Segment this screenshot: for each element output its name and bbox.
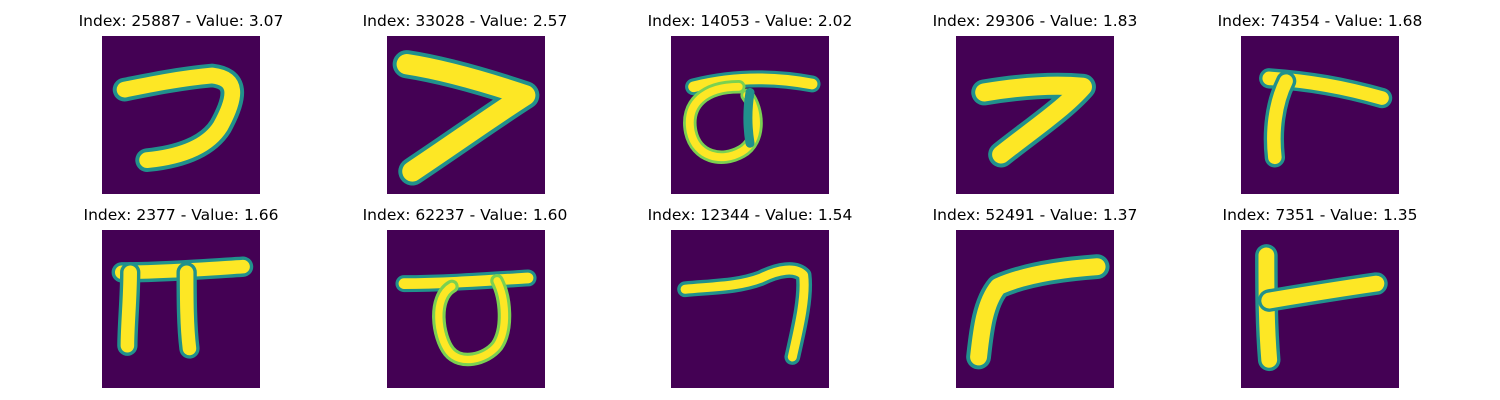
digit-image-seven-hook (102, 36, 260, 194)
sample-title: Index: 25887 - Value: 3.07 (78, 12, 284, 30)
digit-image-pi-shape (102, 230, 260, 388)
digit-image-t-corner (1241, 230, 1399, 388)
sample-title: Index: 29306 - Value: 1.83 (932, 12, 1138, 30)
sample-title: Index: 12344 - Value: 1.54 (647, 206, 853, 224)
digit-image-seven-bracket (1241, 36, 1399, 194)
digit-image-wide-v (387, 36, 545, 194)
digit-image-sideways-v (956, 36, 1114, 194)
digit-image-curved-seven (956, 230, 1114, 388)
digit-image-thin-seven (671, 230, 829, 388)
sample-title: Index: 74354 - Value: 1.68 (1217, 12, 1423, 30)
sample-title: Index: 52491 - Value: 1.37 (932, 206, 1138, 224)
digit-image-bar-with-loop (387, 230, 545, 388)
digit-image-loop-with-bar (671, 36, 829, 194)
sample-title: Index: 2377 - Value: 1.66 (83, 206, 279, 224)
sample-title: Index: 62237 - Value: 1.60 (362, 206, 568, 224)
sample-title: Index: 7351 - Value: 1.35 (1222, 206, 1418, 224)
sample-title: Index: 33028 - Value: 2.57 (362, 12, 568, 30)
sample-title: Index: 14053 - Value: 2.02 (647, 12, 853, 30)
